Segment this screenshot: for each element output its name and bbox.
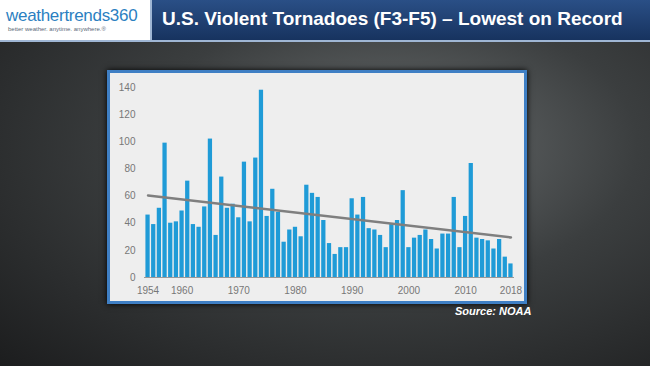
html-text:U.S. Violent Tornadoes (F3-F5): U.S. Violent Tornadoes (F3-F5) – Lowest … — [162, 8, 623, 29]
svg-text:40: 40 — [124, 217, 136, 228]
svg-text:140: 140 — [119, 82, 136, 93]
svg-text:120: 120 — [119, 109, 136, 120]
html-text:weathertrends360: weathertrends360 — [6, 6, 138, 25]
svg-text:80: 80 — [124, 163, 136, 174]
svg-text:20: 20 — [124, 245, 136, 256]
svg-text:0: 0 — [130, 272, 136, 283]
svg-text:1960: 1960 — [171, 285, 194, 296]
svg-text:1954: 1954 — [137, 285, 160, 296]
svg-text:2018: 2018 — [500, 285, 523, 296]
svg-text:2000: 2000 — [398, 285, 421, 296]
html-text:Source: NOAA: Source: NOAA — [455, 305, 532, 317]
svg-text:100: 100 — [119, 136, 136, 147]
svg-text:60: 60 — [124, 190, 136, 201]
svg-text:1990: 1990 — [341, 285, 364, 296]
svg-text:2010: 2010 — [454, 285, 477, 296]
html-text:better weather. anytime. anywh: better weather. anytime. anywhere.® — [8, 26, 106, 32]
svg-text:1980: 1980 — [284, 285, 307, 296]
svg-text:1970: 1970 — [228, 285, 251, 296]
